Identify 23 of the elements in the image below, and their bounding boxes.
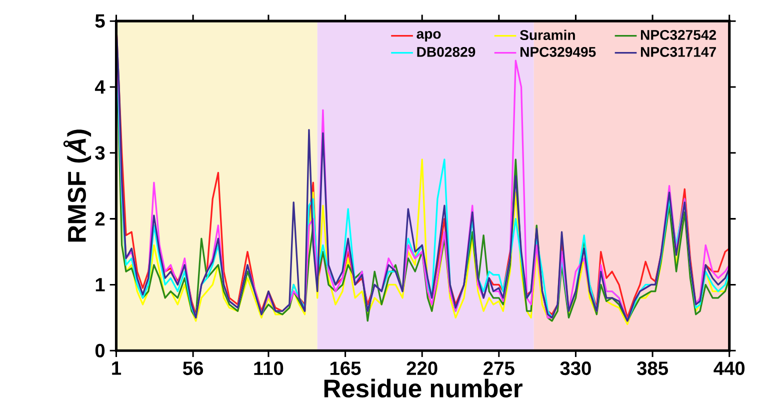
- x-tick-label: 385: [637, 362, 668, 376]
- y-tick-label: 3: [95, 146, 105, 160]
- legend-label: NPC327542: [640, 30, 716, 40]
- legend-label: DB02829: [417, 47, 476, 58]
- x-tick-label: 110: [254, 362, 284, 376]
- legend-label: apo: [416, 31, 441, 42]
- x-axis-title: Residue number: [324, 378, 522, 398]
- y-tick-label: 0: [95, 344, 105, 358]
- x-tick-label: 275: [484, 362, 514, 376]
- x-tick-label: 165: [330, 362, 361, 376]
- y-axis-title: RMSF (Å): [63, 130, 92, 242]
- x-tick-label: 56: [182, 362, 204, 376]
- x-tick-label: 440: [714, 362, 745, 376]
- y-tick-label: 4: [94, 80, 106, 94]
- y-tick-label: 5: [95, 14, 105, 28]
- x-tick-label: 1: [112, 362, 122, 375]
- y-tick-label: 2: [95, 212, 105, 226]
- y-tick-label: 1: [96, 278, 105, 292]
- legend-label: Suramin: [520, 30, 575, 40]
- x-tick-label: 220: [406, 362, 438, 376]
- x-tick-label: 330: [560, 362, 591, 376]
- legend-label: NPC317147: [640, 47, 716, 58]
- legend-label: NPC329495: [520, 47, 596, 58]
